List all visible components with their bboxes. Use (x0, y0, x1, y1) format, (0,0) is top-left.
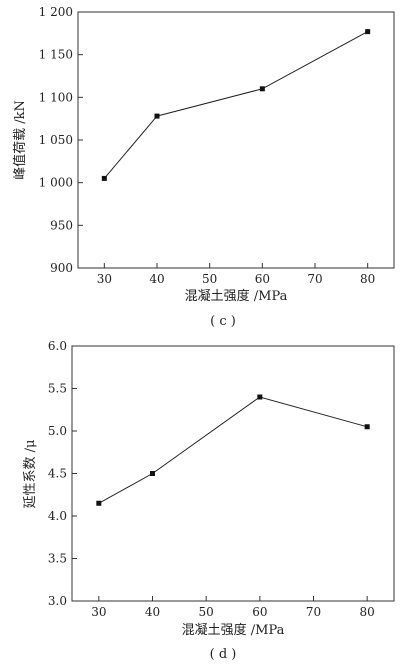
y-tick-label: 4.5 (48, 467, 67, 481)
x-tick-label: 60 (255, 272, 270, 286)
y-tick-label: 5.5 (48, 382, 67, 396)
y-tick-label: 1 200 (39, 5, 73, 19)
data-points (96, 394, 370, 506)
plot-frame (77, 11, 395, 269)
data-point (154, 113, 160, 119)
y-tick-label: 900 (50, 261, 73, 275)
y-tick-label: 950 (50, 218, 73, 232)
panel-caption: ( c ) (210, 314, 236, 329)
x-tick-label: 80 (360, 272, 375, 286)
x-tick-label: 50 (202, 272, 217, 286)
data-point (96, 500, 102, 506)
y-tick-label: 1 150 (39, 48, 73, 62)
panel-caption: ( d ) (210, 647, 237, 662)
axes-ticks: 30 40 50 60 70 80 3.0 3.5 4.0 4.5 5.0 5.5 6.0 (48, 339, 375, 619)
x-tick-label: 70 (306, 605, 321, 619)
y-tick-label: 3.0 (48, 594, 67, 608)
x-tick-label: 50 (199, 605, 214, 619)
x-tick-label: 30 (91, 605, 106, 619)
y-tick-label: 3.5 (48, 552, 67, 566)
data-point (364, 424, 370, 430)
data-point (150, 471, 155, 476)
x-tick-label: 40 (145, 605, 160, 619)
y-axis-title: 延性系数 /μ (23, 440, 38, 509)
x-tick-label: 80 (360, 605, 375, 619)
panel-c-peak-load: 30 40 50 60 70 80 900 950 1 000 1 050 1 100 1 150 1 … (12, 5, 395, 329)
data-point (257, 394, 263, 400)
x-tick-label: 30 (97, 272, 112, 286)
axes-ticks: 30 40 50 60 70 80 900 950 1 000 1 050 1 100 1 150 1 … (39, 5, 376, 286)
y-tick-label: 6.0 (48, 339, 67, 353)
x-axis-title: 混凝土强度 /MPa (182, 622, 285, 638)
data-point (101, 175, 107, 181)
series-line (98, 396, 368, 504)
y-tick-label: 1 000 (39, 176, 73, 190)
x-axis-title: 混凝土强度 /MPa (185, 288, 288, 304)
y-tick-label: 4.0 (48, 509, 67, 523)
y-tick-label: 1 050 (39, 133, 73, 147)
x-tick-label: 70 (307, 272, 322, 286)
x-tick-label: 60 (252, 605, 267, 619)
data-points (101, 29, 371, 181)
y-tick-label: 1 100 (39, 90, 73, 104)
y-axis-title: 峰值荷载 /kN (12, 100, 28, 180)
data-point (259, 86, 265, 92)
data-point (365, 29, 371, 35)
plot-frame (71, 345, 395, 602)
series-line (103, 31, 368, 179)
x-tick-label: 40 (149, 272, 164, 286)
y-tick-label: 5.0 (48, 424, 67, 438)
panel-d-ductility: 30 40 50 60 70 80 3.0 3.5 4.0 4.5 5.0 5.5 6.0 混凝土强度 … (23, 339, 395, 662)
